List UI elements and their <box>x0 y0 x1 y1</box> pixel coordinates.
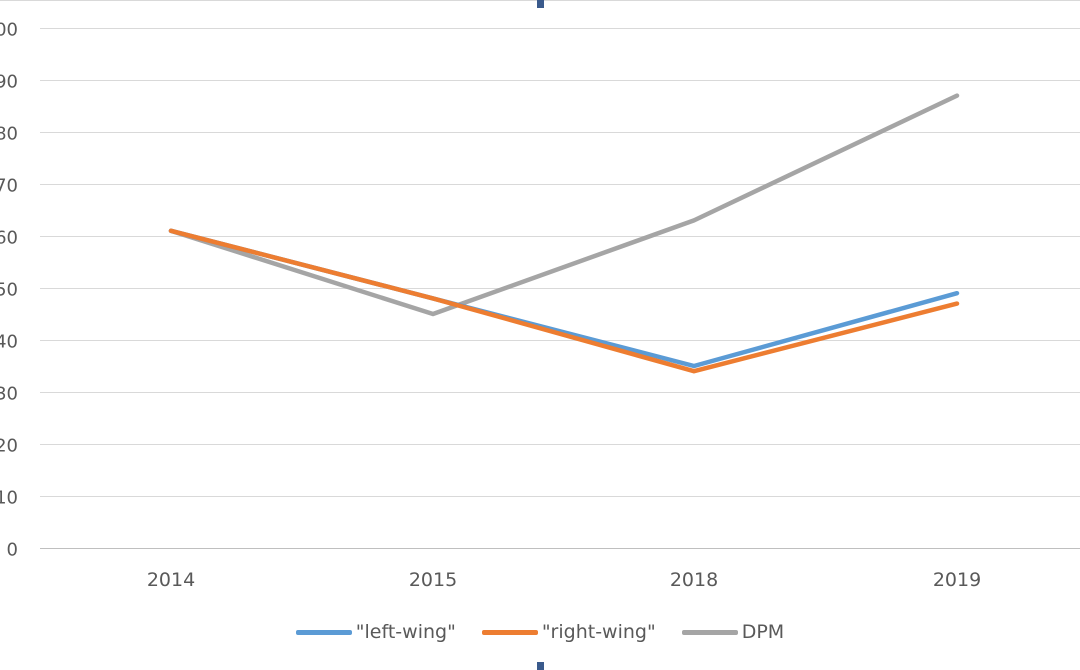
series-line-right-wing <box>168 228 960 374</box>
legend-swatch-dpm <box>681 629 738 635</box>
x-tick-label: 2019 <box>933 569 981 591</box>
y-tick-label: 0 <box>7 540 18 561</box>
series-line-left-wing <box>168 228 960 369</box>
y-tick-label: 60 <box>0 228 18 249</box>
x-tick-label: 2014 <box>147 569 195 591</box>
y-tick-label: 90 <box>0 72 18 93</box>
series-line-dpm <box>168 93 960 317</box>
x-tick-label: 2015 <box>409 569 457 591</box>
legend-item-dpm: DPM <box>681 621 785 643</box>
y-tick-label: 30 <box>0 384 18 405</box>
legend-item-right-wing: "right-wing" <box>481 621 656 643</box>
chart-legend: "left-wing" "right-wing" DPM <box>0 618 1080 646</box>
legend-swatch-left-wing <box>295 629 352 635</box>
legend-label-right-wing: "right-wing" <box>541 621 656 643</box>
y-tick-label: 20 <box>0 436 18 457</box>
selection-handle-bottom[interactable] <box>537 662 544 670</box>
y-tick-label: 70 <box>0 176 18 197</box>
legend-item-left-wing: "left-wing" <box>295 621 456 643</box>
legend-label-dpm: DPM <box>741 621 785 643</box>
y-tick-label: 100 <box>0 20 18 41</box>
legend-swatch-right-wing <box>481 629 538 635</box>
y-tick-label: 80 <box>0 124 18 145</box>
y-tick-label: 40 <box>0 332 18 353</box>
x-tick-label: 2018 <box>670 569 718 591</box>
selection-handle-top[interactable] <box>537 0 544 8</box>
y-tick-label: 50 <box>0 280 18 301</box>
y-tick-label: 10 <box>0 488 18 509</box>
legend-label-left-wing: "left-wing" <box>355 621 456 643</box>
